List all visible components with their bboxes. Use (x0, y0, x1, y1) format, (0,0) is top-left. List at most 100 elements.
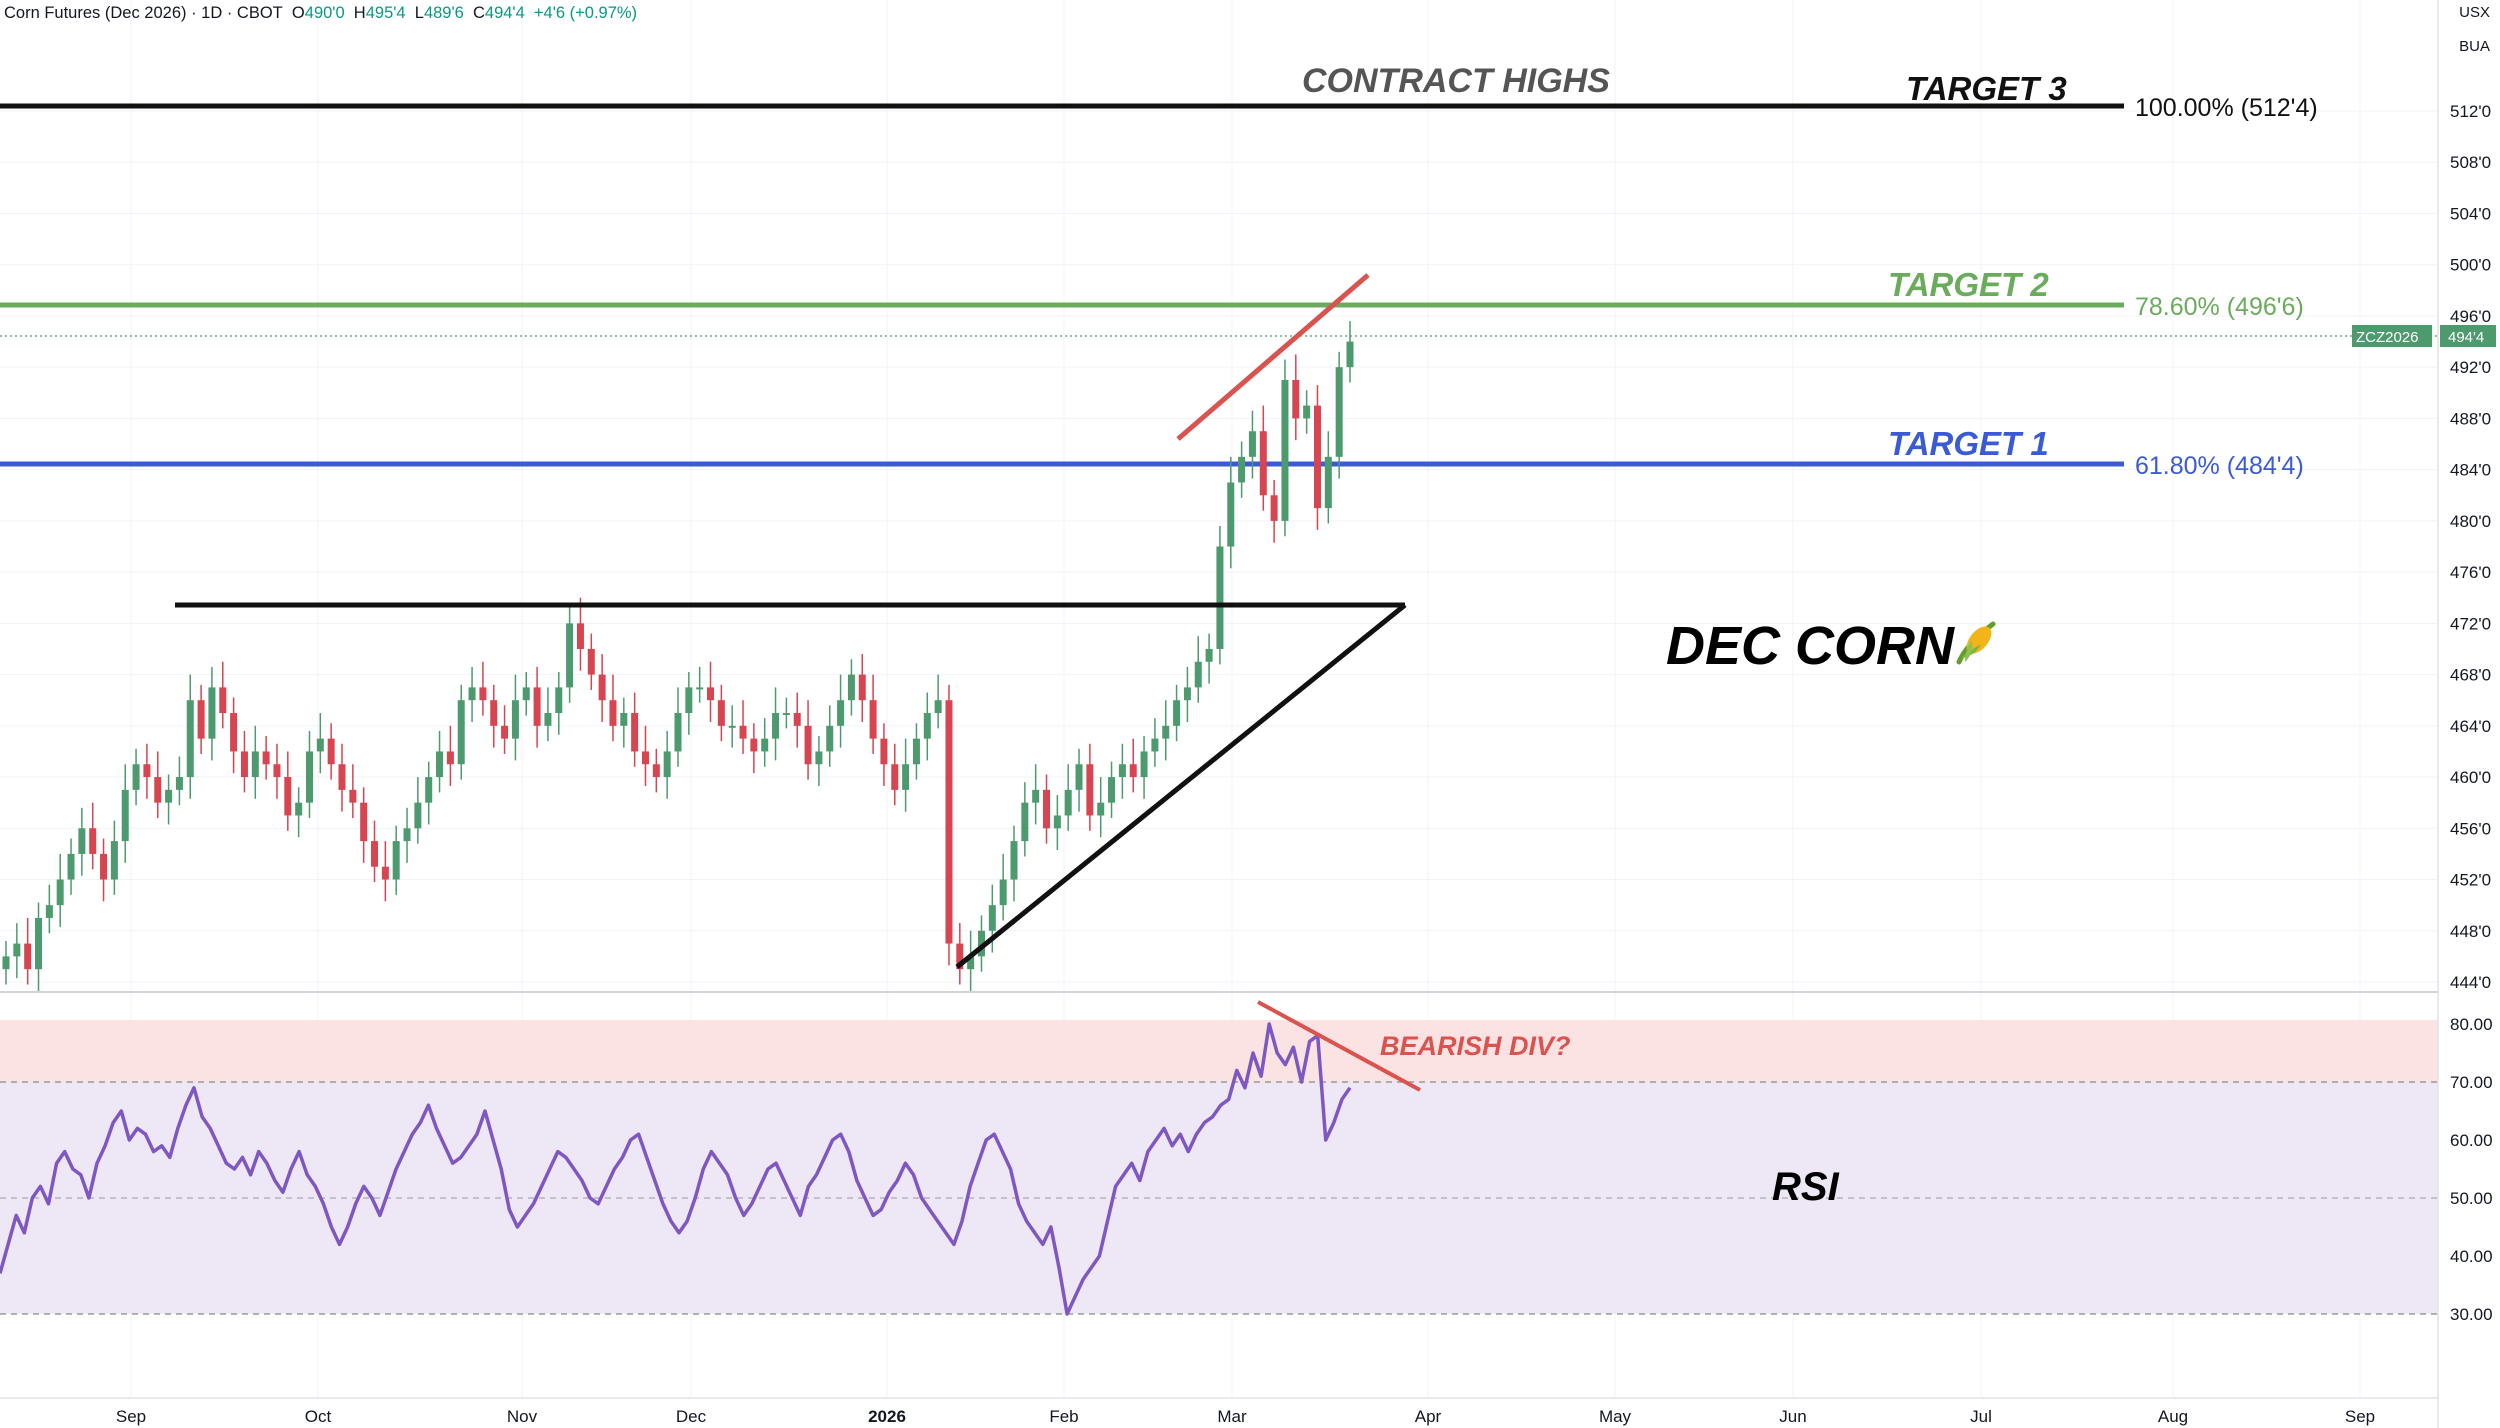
target3-label: TARGET 3 (1906, 70, 2067, 107)
candle-down (717, 700, 725, 726)
candle-down (338, 764, 346, 790)
candle-up (566, 623, 574, 688)
candle-up (1097, 802, 1105, 816)
candle-up (56, 879, 64, 906)
candle-down (446, 751, 454, 765)
candle-up (1303, 405, 1311, 419)
candle-up (934, 700, 942, 714)
candle-up (1335, 367, 1343, 457)
close-value: 494'4 (484, 4, 525, 22)
candle-down (240, 751, 248, 778)
candle-up (436, 751, 444, 778)
candle-down (533, 687, 541, 726)
candle-up (165, 789, 173, 803)
candle-down (327, 738, 335, 765)
price-tick-label: 448'0 (2450, 922, 2491, 941)
ascending-support-line (955, 603, 1407, 969)
candle-down (501, 725, 509, 739)
candle-down (24, 943, 32, 970)
candle-down (1313, 405, 1321, 509)
rsi-divergence-line (1257, 1000, 1421, 1092)
rsi-line (0, 1022, 1352, 1316)
price-tick-label: 464'0 (2450, 717, 2491, 736)
candle-up (1108, 777, 1116, 803)
rsi-band (0, 1082, 2438, 1314)
price-tick-label: 488'0 (2450, 409, 2491, 428)
candle-up (121, 789, 129, 842)
candle-up (826, 725, 834, 752)
candle-down (869, 700, 877, 739)
candle-up (13, 943, 21, 957)
candle-up (1216, 546, 1224, 649)
candle-up (837, 700, 845, 726)
candle-down (880, 738, 888, 765)
candle-up (1075, 764, 1083, 790)
candle-down (576, 623, 584, 649)
bearish-div-label: BEARISH DIV? (1380, 1031, 1571, 1061)
candle-up (923, 713, 931, 739)
price-tick-label: 496'0 (2450, 307, 2491, 326)
candle-down (230, 713, 238, 752)
candle-up (67, 853, 75, 880)
candle-up (110, 841, 118, 880)
rsi-axis: 30.00 40.00 50.00 60.00 70.00 80.00 (2450, 1015, 2493, 1324)
low-value: 489'6 (423, 4, 464, 22)
candle-up (696, 687, 704, 690)
candle-up (1162, 725, 1170, 739)
candle-down (154, 777, 162, 803)
candle-up (1021, 802, 1029, 842)
candle-down (858, 674, 866, 701)
candle-down (587, 648, 595, 675)
candle-up (425, 777, 433, 803)
symbol-header[interactable]: Corn Futures (Dec 2026) · 1D · CBOT O490… (4, 4, 637, 23)
candle-up (414, 802, 422, 829)
candle-up (1238, 456, 1246, 483)
time-tick-label: Feb (1049, 1407, 1078, 1426)
candle-down (143, 764, 151, 778)
candle-up (1064, 789, 1072, 816)
candle-up (403, 828, 411, 842)
candle-up (1140, 751, 1148, 778)
candle-up (468, 687, 476, 701)
candle-down (381, 866, 389, 880)
candle-up (78, 828, 86, 854)
price-tick-label: 476'0 (2450, 563, 2491, 582)
last-price-tag: ZCZ2026 494'4 (2352, 325, 2496, 347)
candle-up (988, 905, 996, 931)
currency-label[interactable]: USX (2459, 4, 2490, 21)
candle-up (663, 751, 671, 778)
candle-up (728, 725, 736, 728)
candle-up (175, 777, 183, 790)
candle-down (1259, 431, 1267, 496)
target1-level: 61.80% (484'4) (2135, 452, 2304, 480)
candle-up (1151, 738, 1159, 752)
candle-up (1346, 341, 1354, 368)
time-tick-label: May (1599, 1407, 1632, 1426)
price-axis: 444'0 448'0 452'0 456'0 460'0 464'0 468'0 472'0… (2450, 102, 2491, 992)
price-tick-label: 508'0 (2450, 153, 2491, 172)
candle-up (1205, 648, 1213, 662)
candle-up (35, 917, 43, 970)
candle-up (392, 841, 400, 880)
candlestick-series (2, 321, 1354, 991)
candle-up (772, 713, 780, 739)
candle-down (197, 700, 205, 739)
unit-label[interactable]: BUA (2459, 38, 2490, 55)
red-wedge-line (1176, 273, 1370, 441)
candle-down (349, 789, 357, 803)
candle-down (641, 751, 649, 765)
candle-up (999, 879, 1007, 906)
candle-down (750, 738, 758, 752)
candle-down (707, 687, 715, 701)
candle-up (1173, 700, 1181, 726)
candle-down (891, 764, 899, 790)
candle-up (1183, 687, 1191, 701)
candle-up (555, 687, 563, 714)
time-tick-label: Apr (1415, 1407, 1442, 1426)
candle-up (305, 751, 313, 803)
candle-up (1324, 456, 1332, 509)
candle-up (761, 738, 769, 752)
symbol-title: Corn Futures (Dec 2026) · 1D · CBOT (4, 4, 283, 22)
candle-up (316, 738, 324, 752)
